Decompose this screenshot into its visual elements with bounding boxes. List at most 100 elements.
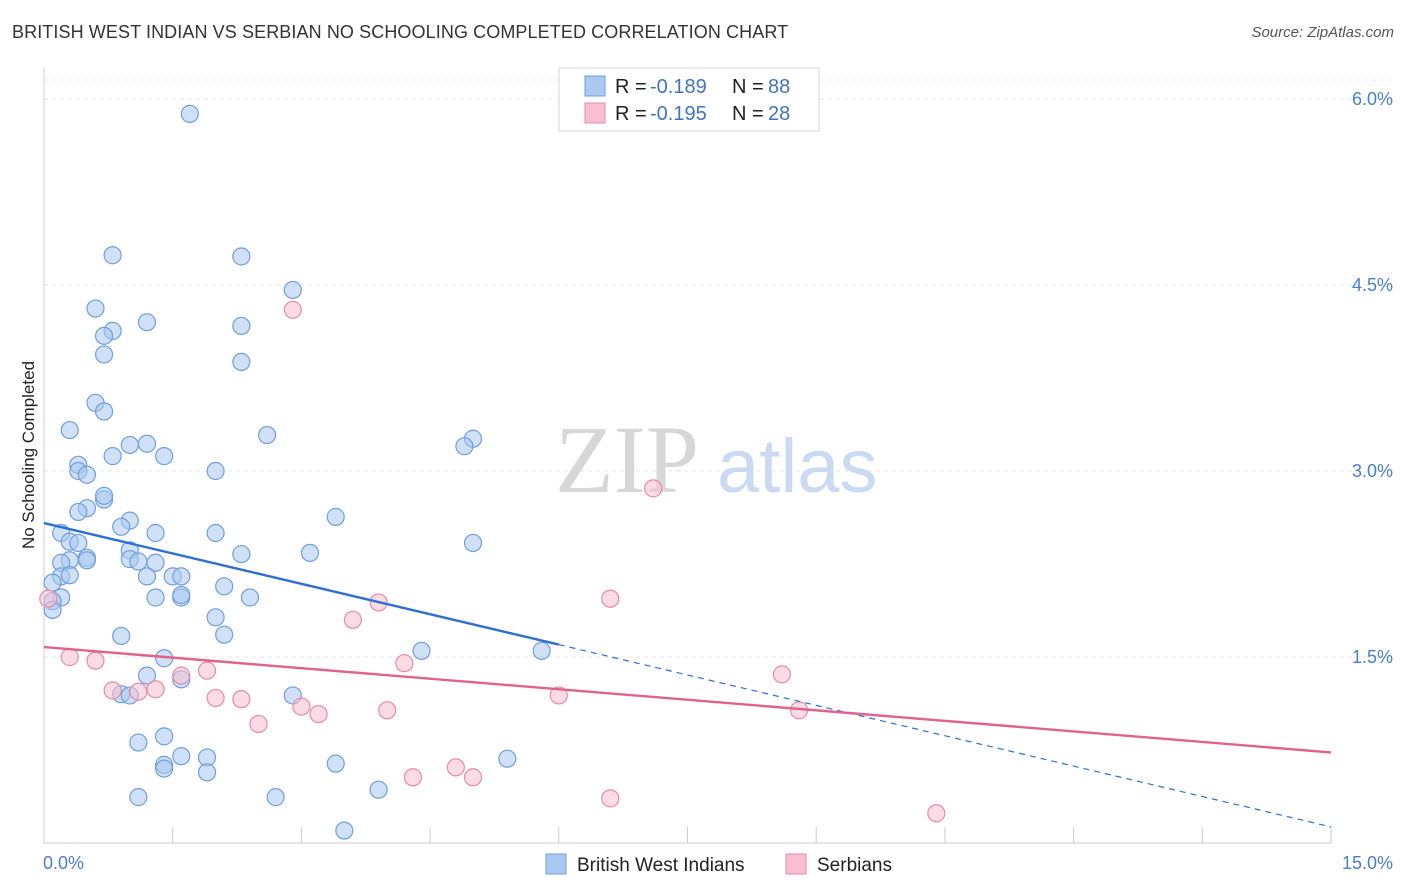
point-british-west-indian <box>155 759 174 778</box>
series-legend-swatch-blue <box>545 853 567 875</box>
point-british-west-indian <box>129 733 148 752</box>
point-british-west-indian <box>77 551 97 570</box>
legend-r-label-2: R = <box>615 103 647 125</box>
point-british-west-indian <box>60 420 79 440</box>
point-serbian <box>395 654 414 673</box>
y-tick-label: 3.0% <box>1352 461 1393 481</box>
point-british-west-indian <box>155 447 174 466</box>
point-british-west-indian <box>215 577 234 596</box>
x-tick-label-max: 15.0% <box>1342 853 1393 873</box>
point-british-west-indian <box>283 280 302 300</box>
point-british-west-indian <box>137 666 157 685</box>
legend-swatch-pink <box>584 102 606 124</box>
point-british-west-indian <box>172 585 191 605</box>
point-serbian <box>644 479 663 498</box>
point-british-west-indian <box>77 465 97 484</box>
legend-r-label-1: R = <box>615 76 647 98</box>
point-british-west-indian <box>412 641 431 660</box>
point-british-west-indian <box>137 567 157 586</box>
legend-n-value-1: 88 <box>768 76 790 98</box>
x-tick-label-min: 0.0% <box>43 853 84 873</box>
point-british-west-indian <box>146 588 165 607</box>
source-label: Source: ZipAtlas.com <box>1251 24 1394 41</box>
point-british-west-indian <box>94 326 114 345</box>
point-british-west-indian <box>215 625 234 644</box>
point-british-west-indian <box>206 461 225 481</box>
point-british-west-indian <box>69 502 88 522</box>
point-serbian <box>60 647 79 667</box>
point-british-west-indian <box>112 517 131 536</box>
point-serbian <box>378 701 397 720</box>
point-british-west-indian <box>232 544 251 564</box>
point-serbian <box>292 697 311 716</box>
series-legend-label-pink: Serbians <box>817 855 892 876</box>
point-british-west-indian <box>137 313 157 332</box>
y-tick-label: 4.5% <box>1352 275 1393 295</box>
point-british-west-indian <box>146 523 165 543</box>
point-serbian <box>403 768 423 787</box>
watermark-zip: ZIP <box>555 406 699 513</box>
point-serbian <box>927 804 946 823</box>
point-british-west-indian <box>94 345 114 364</box>
point-serbian <box>343 610 362 629</box>
point-british-west-indian <box>197 763 217 782</box>
series-serbians <box>39 300 946 823</box>
point-british-west-indian <box>232 316 251 336</box>
point-serbian <box>197 661 217 680</box>
point-british-west-indian <box>532 641 551 660</box>
series-legend: British West Indians Serbians <box>545 853 892 876</box>
chart-title: BRITISH WEST INDIAN VS SERBIAN NO SCHOOL… <box>12 22 789 42</box>
point-british-west-indian <box>172 747 191 766</box>
legend-n-value-2: 28 <box>768 103 790 125</box>
watermark: ZIP atlas <box>555 406 878 513</box>
point-serbian <box>601 789 620 808</box>
trend-lines <box>43 521 1332 828</box>
point-british-west-indian <box>232 247 251 266</box>
point-serbian <box>86 651 105 670</box>
point-british-west-indian <box>206 608 225 627</box>
legend-r-value-1: -0.189 <box>650 76 707 98</box>
point-serbian <box>309 704 328 724</box>
point-british-west-indian <box>455 437 474 456</box>
y-tick-label: 6.0% <box>1352 89 1393 109</box>
point-british-west-indian <box>498 749 517 768</box>
point-serbian <box>772 665 791 684</box>
point-british-west-indian <box>206 523 225 543</box>
point-british-west-indian <box>172 567 191 586</box>
point-british-west-indian <box>326 507 345 526</box>
point-serbian <box>549 686 568 705</box>
point-british-west-indian <box>129 552 148 571</box>
series-legend-label-blue: British West Indians <box>577 855 745 876</box>
point-serbian <box>283 300 302 319</box>
y-axis-label: No Schooling Completed <box>19 361 38 549</box>
point-serbian <box>601 589 620 608</box>
point-british-west-indian <box>120 435 139 455</box>
point-serbian <box>103 681 122 700</box>
point-british-west-indian <box>326 754 345 773</box>
point-british-west-indian <box>180 104 199 123</box>
point-serbian <box>232 690 251 709</box>
legend-swatch-blue <box>584 75 606 97</box>
point-serbian <box>463 768 483 787</box>
point-british-west-indian <box>94 486 114 505</box>
legend-n-label-2: N = <box>732 103 764 125</box>
point-british-west-indian <box>103 246 122 265</box>
point-british-west-indian <box>129 788 148 807</box>
legend-n-label-1: N = <box>732 76 764 98</box>
legend-r-value-2: -0.195 <box>650 103 707 125</box>
point-british-west-indian <box>94 402 114 421</box>
point-british-west-indian <box>103 447 122 466</box>
point-british-west-indian <box>266 788 285 807</box>
point-serbian <box>129 682 148 701</box>
series-british-west-indians <box>43 104 551 840</box>
point-british-west-indian <box>60 566 79 585</box>
y-tick-labels: 1.5% 3.0% 4.5% 6.0% <box>1352 89 1393 667</box>
series-legend-swatch-pink <box>785 853 807 875</box>
point-british-west-indian <box>240 588 260 607</box>
point-serbian <box>206 688 225 708</box>
point-british-west-indian <box>86 299 105 318</box>
point-serbian <box>446 758 465 777</box>
point-british-west-indian <box>335 821 354 840</box>
point-british-west-indian <box>137 434 157 453</box>
